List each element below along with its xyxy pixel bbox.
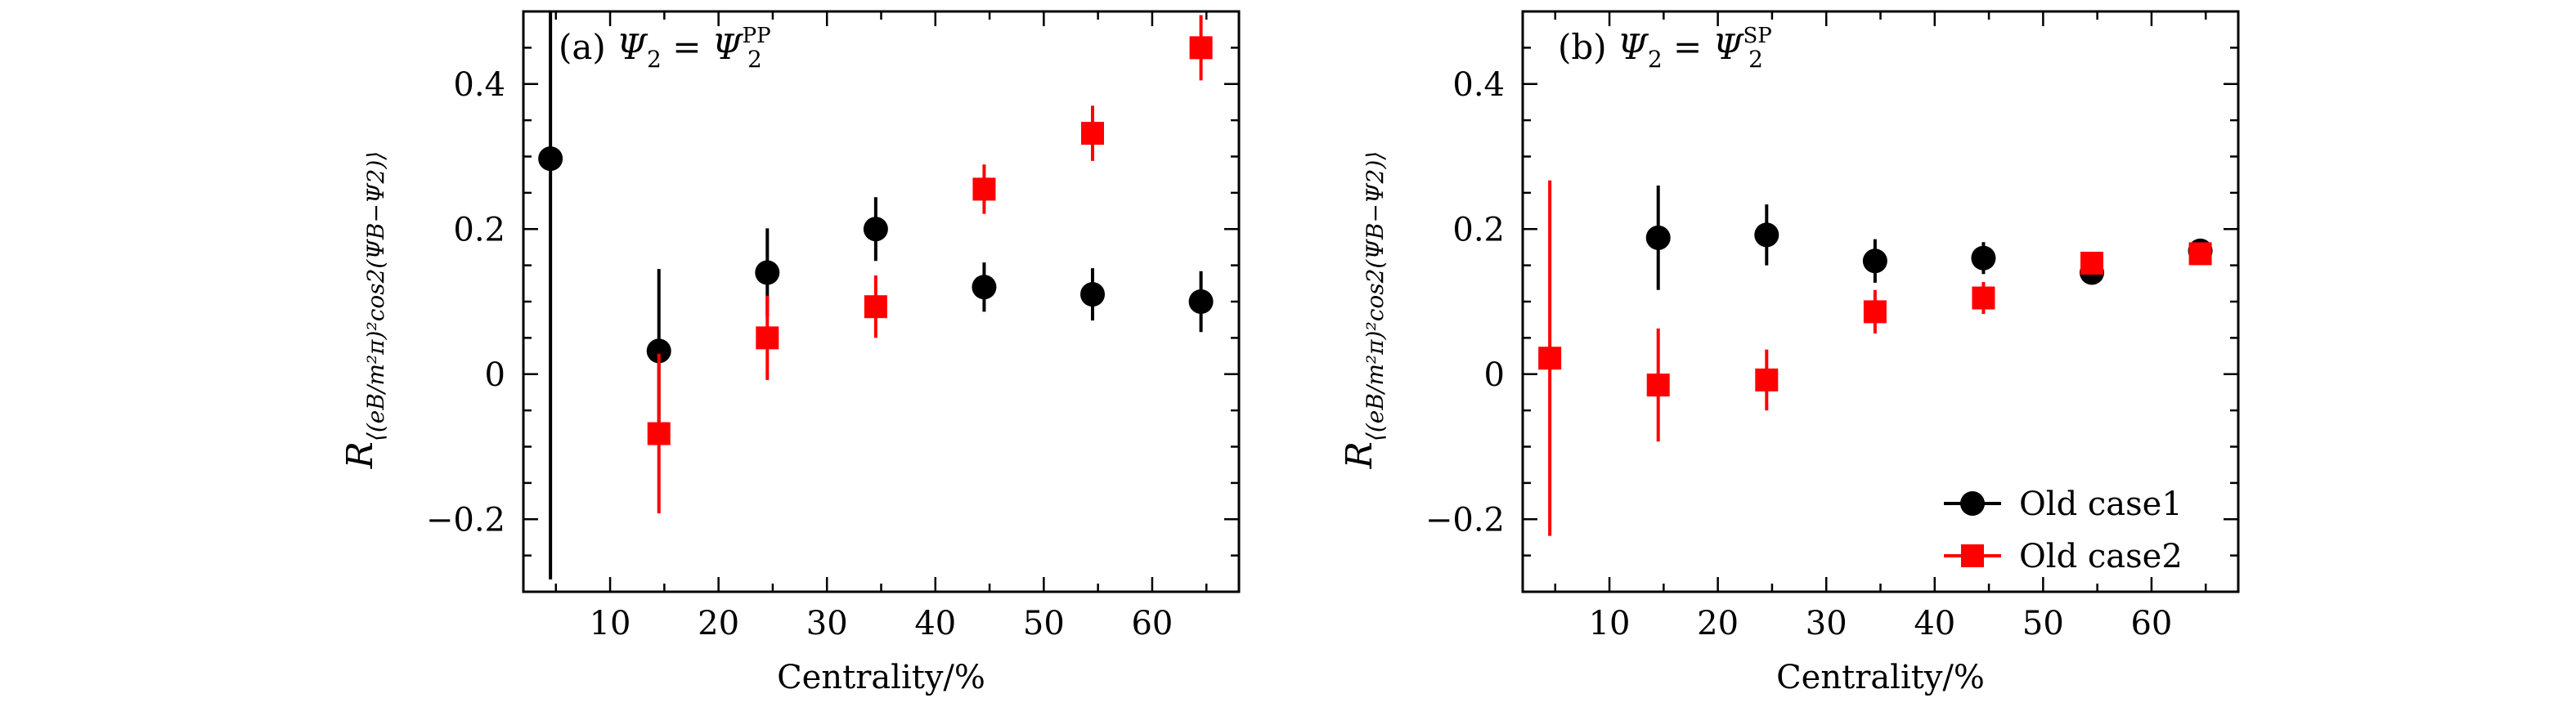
data-point	[1972, 286, 1995, 310]
panel-title-label: (b)	[1558, 27, 1618, 67]
data-point	[1755, 368, 1779, 392]
data-point	[1538, 347, 1562, 370]
panel-title-label: (a)	[559, 27, 617, 67]
legend-label: Old case1	[2019, 486, 2183, 523]
panel-title-lhs-sub: 2	[647, 46, 662, 73]
y-tick-label: 0	[1484, 356, 1505, 394]
x-tick-label: 30	[1806, 605, 1847, 642]
panel-title-rhs-sup: SP	[1743, 24, 1771, 48]
data-point	[2080, 251, 2104, 275]
data-point	[1646, 374, 1670, 397]
series-old-case2	[1538, 180, 2212, 536]
panel-title-rhs-sub: 2	[1748, 46, 1763, 73]
x-tick-label: 60	[2130, 605, 2172, 642]
data-point	[1188, 289, 1214, 314]
y-tick-label: 0.4	[1452, 66, 1505, 104]
series-old-case2	[647, 15, 1213, 514]
x-tick-label: 50	[2022, 605, 2064, 642]
legend: Old case1 Old case2	[1944, 486, 2183, 575]
x-tick-label: 40	[1914, 605, 1955, 642]
panel-title: (b) Ψ2 = ΨSP 2	[1558, 24, 1772, 73]
x-tick-label: 30	[806, 605, 848, 642]
panel-title-rhs-sub: 2	[747, 46, 762, 73]
y-tick-label: −0.2	[426, 501, 505, 539]
data-point	[863, 217, 888, 242]
x-tick-label: 60	[1131, 605, 1173, 642]
data-point	[756, 326, 779, 350]
legend-marker	[1961, 544, 1984, 567]
data-point	[538, 146, 563, 172]
panel-title-lhs: Ψ	[617, 27, 648, 67]
y-axis-label-main: R	[339, 441, 381, 469]
data-point	[1081, 122, 1105, 145]
panel-title-lhs: Ψ	[1618, 27, 1649, 67]
data-point	[647, 422, 671, 445]
x-tick-label: 10	[1589, 605, 1631, 642]
data-point	[1862, 248, 1887, 274]
y-axis-label-sub: ⟨(eB/m²π)²cos2(ΨB−Ψ2)⟩	[362, 151, 389, 441]
data-point	[972, 275, 997, 300]
panel-title-rhs: Ψ	[712, 27, 744, 67]
panel-title: (a) Ψ2 = ΨPP 2	[559, 24, 771, 73]
y-axis-label: R⟨(eB/m²π)²cos2(ΨB−Ψ2)⟩	[339, 151, 389, 469]
data-point	[1080, 282, 1106, 307]
data-point	[1971, 245, 1996, 271]
panel-title-eq: =	[1663, 27, 1713, 67]
x-tick-label: 10	[590, 605, 631, 642]
panel-title-rhs: Ψ	[1713, 27, 1745, 67]
panel-title-lhs-sub: 2	[1648, 46, 1663, 73]
y-tick-label: 0.4	[453, 66, 505, 104]
x-axis-label: Centrality/%	[777, 659, 985, 696]
data-point	[646, 338, 671, 364]
y-axis-label-main: R	[1339, 441, 1380, 469]
data-point	[864, 295, 887, 319]
panel-title-eq: =	[662, 27, 712, 67]
y-tick-label: 0.2	[453, 211, 505, 248]
data-point	[1754, 222, 1779, 248]
y-tick-label: 0	[485, 356, 505, 394]
panel-a: 10 20 30 40 50 60 −0.2 0 0.2 0.4 Centrality/% R⟨(eB…	[339, 10, 1241, 696]
data-point	[755, 260, 780, 285]
x-tick-label: 20	[1697, 605, 1739, 642]
panel-b: 10 20 30 40 50 60 −0.2 0 0.2 0.4 Centrality/% R⟨(eB…	[1339, 10, 2240, 696]
series-old-case1	[1645, 186, 2213, 290]
data-point	[1189, 36, 1213, 60]
legend-marker	[1960, 491, 1985, 516]
data-point	[1645, 225, 1671, 250]
x-axis-label: Centrality/%	[1776, 659, 1985, 696]
data-point	[972, 177, 996, 201]
data-point	[1863, 300, 1887, 324]
x-tick-label: 50	[1023, 605, 1065, 642]
y-tick-label: −0.2	[1425, 501, 1505, 539]
data-point	[2188, 242, 2212, 266]
panel-title-rhs-sup: PP	[743, 24, 771, 48]
x-tick-label: 20	[698, 605, 739, 642]
y-axis-label-sub: ⟨(eB/m²π)²cos2(ΨB−Ψ2)⟩	[1362, 151, 1389, 441]
y-tick-label: 0.2	[1452, 211, 1505, 248]
y-axis-label: R⟨(eB/m²π)²cos2(ΨB−Ψ2)⟩	[1339, 151, 1389, 469]
x-tick-label: 40	[914, 605, 956, 642]
legend-label: Old case2	[2019, 538, 2183, 575]
